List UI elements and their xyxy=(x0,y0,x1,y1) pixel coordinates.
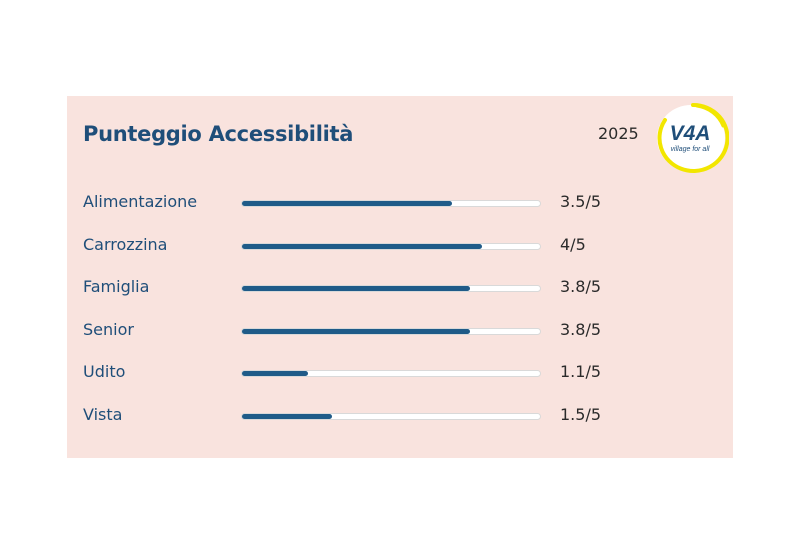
score-bar-track xyxy=(241,370,541,378)
card-title: Punteggio Accessibilità xyxy=(83,122,354,146)
score-bar-fill xyxy=(242,286,470,292)
score-value: 3.8/5 xyxy=(560,319,602,339)
year-label: 2025 xyxy=(598,124,639,143)
score-value: 3.5/5 xyxy=(560,192,602,211)
score-label: Carrozzina xyxy=(83,234,168,254)
score-label: Alimentazione xyxy=(83,192,198,211)
score-bar-track xyxy=(241,327,541,335)
score-bar-track xyxy=(241,242,541,250)
score-row: Vista 1.5/5 xyxy=(67,403,733,427)
score-bar-fill xyxy=(242,371,308,377)
score-value: 1.1/5 xyxy=(560,362,602,382)
score-label: Udito xyxy=(83,362,126,382)
score-row: Senior 3.8/5 xyxy=(67,318,733,342)
logo-mark: V4A xyxy=(670,122,711,145)
score-bar-track xyxy=(241,413,541,420)
score-label: Famiglia xyxy=(83,277,150,297)
score-label: Senior xyxy=(83,319,134,339)
score-bar-fill xyxy=(242,201,452,206)
score-row: Famiglia 3.8/5 xyxy=(67,275,733,299)
score-value: 4/5 xyxy=(560,234,586,254)
score-bar-track xyxy=(241,200,541,207)
score-bar-track xyxy=(241,285,541,293)
v4a-logo-icon: V4A village for all xyxy=(653,100,729,176)
score-bar-fill xyxy=(242,243,482,249)
score-row: Carrozzina 4/5 xyxy=(67,233,733,257)
logo-tagline: village for all xyxy=(671,146,710,153)
score-label: Vista xyxy=(83,405,123,424)
score-bar-fill xyxy=(242,328,470,334)
score-row: Alimentazione 3.5/5 xyxy=(67,190,733,214)
accessibility-score-card: Punteggio Accessibilità 2025 V4A village… xyxy=(67,96,733,458)
score-bar-fill xyxy=(242,414,332,419)
score-value: 1.5/5 xyxy=(560,405,602,424)
score-value: 3.8/5 xyxy=(560,277,602,297)
score-row: Udito 1.1/5 xyxy=(67,360,733,384)
